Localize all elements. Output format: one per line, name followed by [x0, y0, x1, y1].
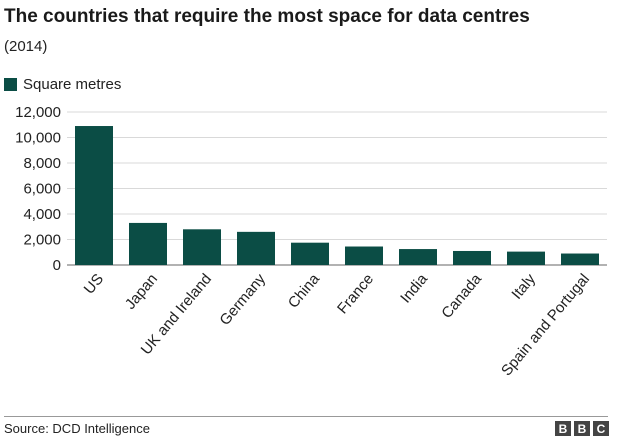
- bar: [453, 250, 491, 265]
- x-tick-label: Germany: [216, 270, 269, 329]
- x-tick-label: US: [81, 271, 107, 298]
- bbc-logo-letter: B: [555, 421, 571, 436]
- bbc-logo-letter: C: [593, 421, 609, 436]
- bar: [291, 242, 329, 265]
- y-tick-label: 8,000: [23, 155, 61, 172]
- bar: [129, 222, 167, 265]
- x-tick-label: Japan: [122, 271, 161, 313]
- source-note: Source: DCD Intelligence: [4, 421, 150, 436]
- x-tick-label: China: [285, 270, 324, 311]
- bbc-logo-letter: B: [574, 421, 590, 436]
- legend-label: Square metres: [23, 76, 122, 93]
- y-tick-label: 4,000: [23, 206, 61, 223]
- y-tick-label: 12,000: [15, 104, 61, 121]
- chart-subtitle: (2014): [4, 38, 48, 55]
- bar: [507, 251, 545, 265]
- y-tick-label: 6,000: [23, 181, 61, 198]
- bar: [561, 253, 599, 265]
- chart-title: The countries that require the most spac…: [4, 6, 530, 27]
- bar-chart: 0 2,000 4,000 6,000 8,000 10,000 12,000 US Japan…: [15, 104, 607, 379]
- bbc-logo: B B C: [555, 421, 609, 436]
- x-tick-label: Canada: [438, 270, 485, 322]
- x-tick-label: Italy: [508, 270, 539, 302]
- bar: [345, 246, 383, 265]
- bar: [237, 231, 275, 265]
- y-tick-label: 2,000: [23, 232, 61, 249]
- x-tick-label: India: [397, 270, 431, 306]
- bar: [399, 249, 437, 265]
- footer-divider: [4, 416, 608, 417]
- x-tick-label: France: [334, 271, 377, 318]
- bar: [75, 126, 113, 266]
- y-tick-label: 10,000: [15, 130, 61, 147]
- legend: Square metres: [4, 76, 121, 93]
- legend-swatch: [4, 78, 17, 91]
- y-tick-label: 0: [53, 257, 61, 274]
- bar: [183, 229, 221, 265]
